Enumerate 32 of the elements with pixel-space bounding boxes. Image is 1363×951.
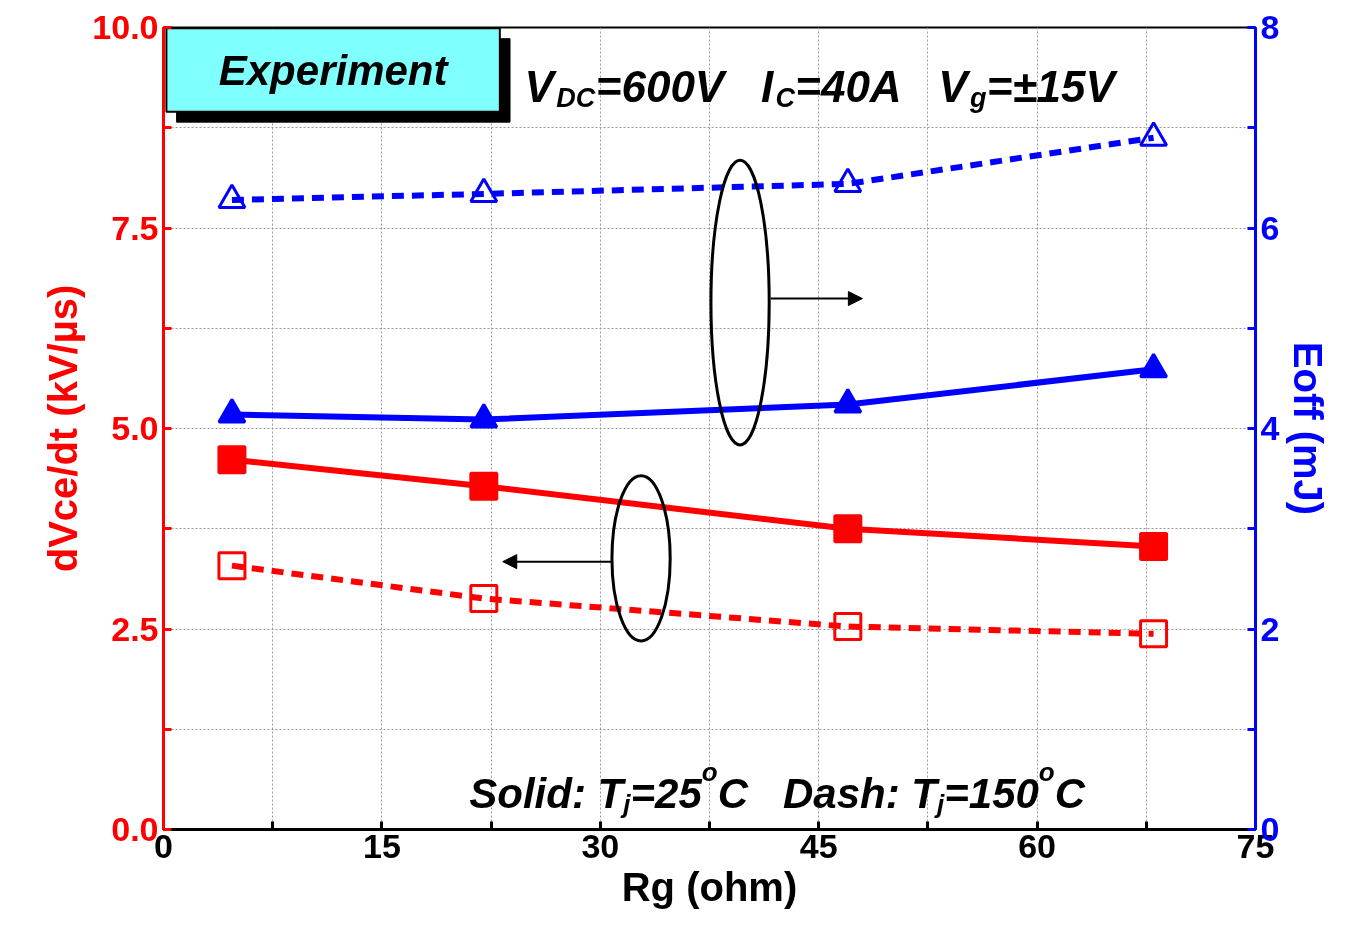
y2-tick-label: 8 bbox=[1260, 8, 1280, 46]
x-axis-title: Rg (ohm) bbox=[621, 864, 798, 909]
point bbox=[469, 177, 499, 203]
y2-tick-label: 6 bbox=[1260, 208, 1280, 247]
x-tick-label: 15 bbox=[362, 826, 401, 865]
y-axis-title: dVce/dt (kV/µs) bbox=[41, 284, 86, 573]
point bbox=[217, 183, 247, 209]
x-tick-label: 60 bbox=[1018, 826, 1057, 865]
point bbox=[1139, 121, 1169, 147]
annotation: Experiment bbox=[218, 46, 450, 94]
point bbox=[469, 402, 499, 429]
point bbox=[217, 397, 247, 424]
x-tick-label: 45 bbox=[799, 826, 838, 865]
point bbox=[833, 612, 863, 642]
point bbox=[217, 551, 247, 581]
x-tick-label: 30 bbox=[581, 826, 620, 865]
y2-tick-label: 4 bbox=[1260, 409, 1280, 447]
y-tick-label: 2.5 bbox=[111, 609, 159, 648]
point bbox=[833, 514, 863, 544]
point bbox=[833, 167, 863, 193]
y-tick-label: 5.0 bbox=[111, 409, 159, 447]
y-tick-label: 10.0 bbox=[92, 8, 159, 46]
y-tick-label: 7.5 bbox=[111, 208, 159, 247]
point bbox=[217, 445, 247, 475]
point bbox=[1139, 352, 1169, 379]
point bbox=[833, 387, 863, 414]
point bbox=[1139, 531, 1169, 561]
point bbox=[469, 584, 499, 614]
point bbox=[1139, 619, 1169, 649]
point bbox=[469, 471, 499, 501]
y2-tick-label: 2 bbox=[1260, 609, 1280, 648]
y2-axis-title: Eoff (mJ) bbox=[1286, 341, 1331, 516]
